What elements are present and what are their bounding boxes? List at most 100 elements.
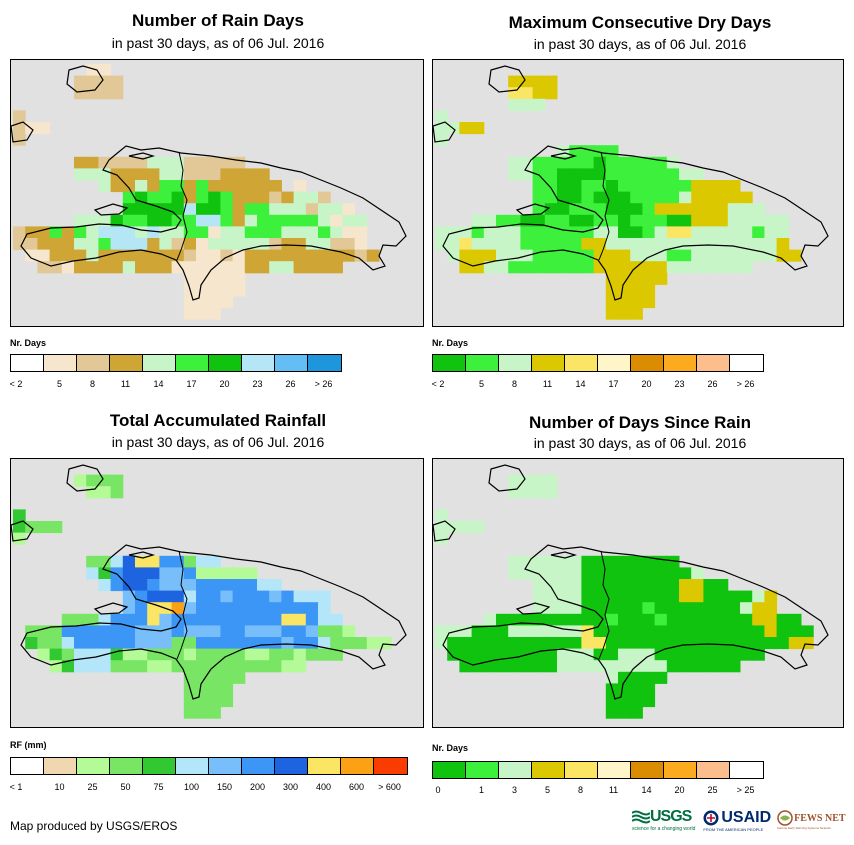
grid-cell bbox=[569, 168, 582, 181]
grid-cell bbox=[703, 203, 717, 216]
grid-cell bbox=[630, 648, 643, 661]
grid-cell bbox=[147, 555, 160, 568]
grid-cell bbox=[135, 156, 148, 169]
grid-cell bbox=[703, 625, 717, 638]
legend-title: Nr. Days bbox=[432, 743, 469, 753]
grid-cell bbox=[183, 613, 197, 626]
grid-cell bbox=[183, 296, 197, 309]
grid-cell bbox=[679, 625, 692, 638]
grid-cell bbox=[122, 180, 136, 193]
grid-cell bbox=[61, 660, 75, 673]
grid-cell bbox=[74, 156, 87, 169]
grid-cell bbox=[581, 613, 595, 626]
grid-cell bbox=[208, 683, 221, 696]
grid-cell bbox=[147, 567, 160, 580]
grid-cell bbox=[318, 261, 331, 274]
grid-cell bbox=[196, 671, 209, 684]
grid-cell bbox=[630, 214, 643, 227]
coastline-hispaniola bbox=[20, 145, 407, 301]
grid-cell bbox=[557, 660, 570, 673]
coastline-gonave bbox=[515, 203, 551, 216]
grid-cell bbox=[593, 660, 607, 673]
grid-cell bbox=[232, 567, 246, 580]
grid-cell bbox=[86, 625, 99, 638]
grid-cell bbox=[654, 602, 668, 615]
grid-cell bbox=[232, 660, 246, 673]
grid-cell bbox=[691, 660, 704, 673]
grid-cell bbox=[86, 226, 99, 239]
grid-cell bbox=[618, 683, 631, 696]
grid-cell bbox=[269, 660, 282, 673]
grid-cell bbox=[752, 602, 765, 615]
grid-cell bbox=[605, 226, 619, 239]
grid-cell bbox=[122, 214, 136, 227]
grid-cell bbox=[752, 226, 765, 239]
grid-cell bbox=[269, 579, 282, 592]
grid-cell bbox=[135, 602, 148, 615]
grid-cell bbox=[496, 249, 509, 262]
grid-cell bbox=[752, 590, 765, 603]
grid-cell bbox=[483, 214, 497, 227]
grid-cell bbox=[135, 567, 148, 580]
grid-cell bbox=[122, 613, 136, 626]
grid-cell bbox=[618, 191, 631, 204]
grid-cell bbox=[569, 214, 582, 227]
grid-cell bbox=[679, 660, 692, 673]
grid-cell bbox=[618, 214, 631, 227]
grid-cell bbox=[691, 180, 704, 193]
grid-cell bbox=[183, 168, 197, 181]
grid-cell bbox=[25, 637, 38, 650]
grid-cell bbox=[220, 272, 234, 285]
legend-label: 8 bbox=[577, 785, 584, 795]
grid-cell bbox=[642, 284, 656, 297]
grid-cell bbox=[581, 579, 595, 592]
grid-cell bbox=[196, 156, 209, 169]
grid-cell bbox=[593, 203, 607, 216]
grid-cell bbox=[630, 602, 643, 615]
legend-labels: < 2 5 8 11 14 17 20 23 26 > 26 bbox=[10, 379, 340, 391]
grid-cell bbox=[569, 180, 582, 193]
coastline-jamaica bbox=[11, 121, 34, 143]
legend-label: 5 bbox=[56, 379, 63, 389]
grid-cell bbox=[220, 613, 234, 626]
grid-cell bbox=[508, 226, 521, 239]
grid-cell bbox=[605, 555, 619, 568]
grid-cell bbox=[593, 238, 607, 251]
grid-cell bbox=[654, 261, 668, 274]
legend-label: 8 bbox=[511, 379, 518, 389]
usgs-wordmark: USGS bbox=[650, 808, 692, 825]
grid-cell bbox=[318, 648, 331, 661]
grid-cell bbox=[13, 110, 26, 123]
grid-cell bbox=[520, 555, 534, 568]
grid-cell bbox=[447, 122, 460, 135]
grid-cell bbox=[281, 249, 295, 262]
panel-subtitle: in past 30 days, as of 06 Jul. 2016 bbox=[111, 434, 325, 450]
grid-cell bbox=[269, 637, 282, 650]
grid-cell bbox=[618, 637, 631, 650]
grid-cell bbox=[630, 238, 643, 251]
legend-label: 3 bbox=[511, 785, 518, 795]
grid-cell bbox=[544, 87, 558, 100]
grid-cell bbox=[569, 660, 582, 673]
grid-cell bbox=[305, 637, 319, 650]
grid-cell bbox=[208, 579, 221, 592]
grid-cell bbox=[244, 613, 258, 626]
grid-cell bbox=[642, 613, 656, 626]
grid-cell bbox=[293, 590, 307, 603]
grid-cell bbox=[330, 203, 343, 216]
grid-cell bbox=[74, 75, 87, 88]
border-haiti-dr bbox=[598, 151, 610, 261]
grid-cell bbox=[508, 486, 521, 499]
coastline-tortuga bbox=[128, 551, 156, 559]
legend-bar bbox=[432, 354, 764, 372]
grid-cell bbox=[98, 180, 112, 193]
grid-cell bbox=[703, 660, 717, 673]
legend-swatch-4 bbox=[143, 355, 176, 371]
grid-cell bbox=[727, 602, 741, 615]
grid-cell bbox=[544, 226, 558, 239]
grid-cell bbox=[642, 180, 656, 193]
grid-cell bbox=[122, 625, 136, 638]
grid-cell bbox=[269, 249, 282, 262]
grid-cell bbox=[691, 261, 704, 274]
grid-cell bbox=[471, 521, 485, 534]
